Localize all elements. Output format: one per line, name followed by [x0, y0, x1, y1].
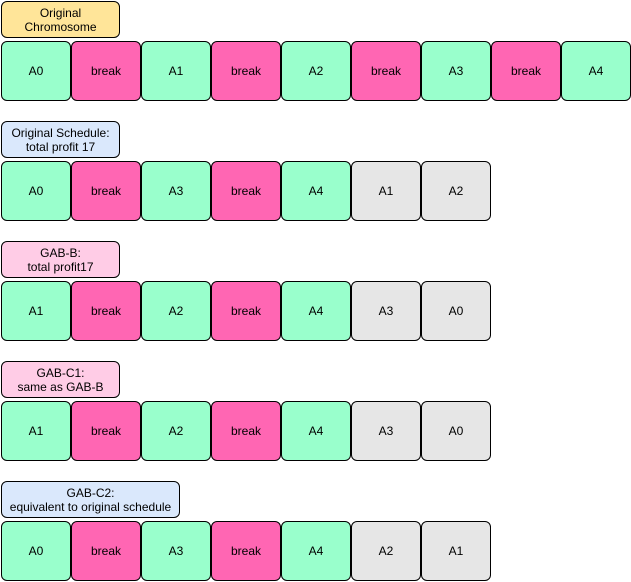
original-schedule-cell-a3: A3 [141, 161, 211, 221]
gab-b-cell-break: break [211, 281, 281, 341]
original-chromosome-cell-a2: A2 [281, 41, 351, 101]
gab-c1-label: GAB-C1: same as GAB-B [1, 361, 120, 398]
gab-c2-cell-break: break [71, 521, 141, 581]
original-chromosome-cell-break: break [71, 41, 141, 101]
gab-b-label: GAB-B: total profit17 [1, 241, 120, 278]
gab-c1-cell-a4: A4 [281, 401, 351, 461]
original-schedule-cell-a0: A0 [1, 161, 71, 221]
gab-b-cell-a3: A3 [351, 281, 421, 341]
gab-b-cell-a2: A2 [141, 281, 211, 341]
gab-c1-cell-a0: A0 [421, 401, 491, 461]
original-chromosome-cell-a1: A1 [141, 41, 211, 101]
gab-b-cell-a4: A4 [281, 281, 351, 341]
original-schedule-cell-break: break [211, 161, 281, 221]
gab-c2-cell-a0: A0 [1, 521, 71, 581]
gab-c2-cell-a4: A4 [281, 521, 351, 581]
gab-c2-cell-a2: A2 [351, 521, 421, 581]
original-schedule-label: Original Schedule: total profit 17 [1, 121, 120, 158]
original-schedule-cell-a1: A1 [351, 161, 421, 221]
gab-c2-cell-a3: A3 [141, 521, 211, 581]
original-chromosome-cell-a0: A0 [1, 41, 71, 101]
original-schedule-cell-a4: A4 [281, 161, 351, 221]
original-chromosome-cell-break: break [491, 41, 561, 101]
gab-c1-cell-break: break [71, 401, 141, 461]
gab-b-cell-a0: A0 [421, 281, 491, 341]
gab-c2-label: GAB-C2: equivalent to original schedule [1, 481, 180, 518]
gab-c2-cell-break: break [211, 521, 281, 581]
original-chromosome-cell-break: break [351, 41, 421, 101]
gab-b-cell-break: break [71, 281, 141, 341]
original-chromosome-cell-a4: A4 [561, 41, 631, 101]
gab-c1-cell-a3: A3 [351, 401, 421, 461]
gab-c2-cell-a1: A1 [421, 521, 491, 581]
gab-c1-cell-break: break [211, 401, 281, 461]
original-chromosome-label: Original Chromosome [1, 1, 120, 38]
gab-c1-cell-a1: A1 [1, 401, 71, 461]
original-schedule-cell-a2: A2 [421, 161, 491, 221]
original-chromosome-cell-break: break [211, 41, 281, 101]
original-chromosome-cell-a3: A3 [421, 41, 491, 101]
gab-c1-cell-a2: A2 [141, 401, 211, 461]
original-schedule-cell-break: break [71, 161, 141, 221]
gab-b-cell-a1: A1 [1, 281, 71, 341]
